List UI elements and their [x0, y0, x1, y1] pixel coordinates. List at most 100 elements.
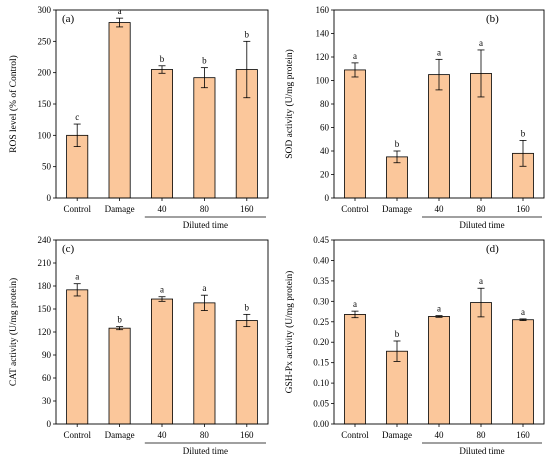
error-bar-Control — [351, 310, 359, 319]
y-tick-label: 30 — [42, 396, 52, 406]
bar-Control — [344, 314, 366, 425]
y-tick-label: 180 — [38, 281, 52, 291]
y-tick-label: 0.15 — [313, 358, 329, 368]
x-tick-label-160: 160 — [516, 430, 530, 440]
y-tick-label: 90 — [42, 350, 52, 360]
y-tick-label: 0.35 — [313, 276, 329, 286]
x-tick-label-40: 40 — [435, 204, 445, 214]
y-axis-label: ROS level (% of Control) — [8, 55, 19, 153]
chart-panel-3: a Control b Damage a 40 a 80 b 160 0 30 60 90 120 150 18… — [8, 235, 269, 456]
y-tick-label: 120 — [316, 52, 330, 62]
error-bar-80 — [200, 294, 208, 311]
significance-letter-160: a — [521, 307, 525, 317]
bar-40 — [428, 316, 450, 425]
significance-letter-40: a — [160, 285, 164, 295]
significance-letter-80: a — [202, 283, 206, 293]
bar-40 — [150, 298, 173, 425]
bar-Damage — [108, 327, 131, 425]
bar-Damage — [386, 350, 408, 425]
y-tick-label: 100 — [38, 130, 52, 140]
error-bar-160 — [243, 40, 251, 99]
significance-letter-80: a — [479, 276, 483, 286]
bar-40 — [428, 74, 450, 199]
error-bar-Control — [73, 283, 81, 297]
significance-letter-80: b — [202, 56, 207, 66]
y-tick-label: 160 — [316, 5, 330, 15]
y-tick-label: 240 — [38, 235, 52, 245]
bar-Control — [66, 289, 89, 425]
x-tick-label-80: 80 — [477, 430, 487, 440]
error-bar-Damage — [116, 326, 124, 331]
panel-label: (d) — [486, 243, 499, 255]
y-tick-label: 100 — [316, 76, 330, 86]
error-bar-160 — [243, 313, 251, 328]
error-bar-80 — [200, 67, 208, 89]
significance-letter-40: a — [437, 47, 441, 57]
error-bar-Control — [73, 123, 81, 148]
plot-frame — [333, 239, 545, 425]
group-label: Diluted time — [459, 220, 504, 230]
y-tick-label: 20 — [320, 170, 330, 180]
error-bar-80 — [477, 287, 485, 318]
y-axis-label: CAT activity (U/mg protein) — [8, 278, 19, 386]
significance-letter-40: a — [437, 304, 441, 314]
x-tick-label-Control: Control — [63, 430, 91, 440]
panel-label: (b) — [486, 13, 499, 25]
significance-letter-Control: a — [353, 51, 357, 61]
y-tick-label: 0 — [47, 419, 52, 429]
group-label: Diluted time — [183, 446, 228, 456]
y-tick-label: 80 — [320, 99, 330, 109]
y-tick-label: 210 — [38, 258, 52, 268]
x-tick-label-160: 160 — [240, 430, 254, 440]
y-tick-label: 0.00 — [313, 419, 329, 429]
group-label: Diluted time — [183, 220, 228, 230]
bar-80 — [470, 302, 492, 425]
significance-letter-Control: c — [75, 112, 79, 122]
panel-label: (a) — [62, 13, 75, 25]
bar-Control — [344, 69, 366, 199]
y-tick-label: 0.05 — [313, 399, 329, 409]
y-tick-label: 40 — [320, 146, 330, 156]
y-tick-label: 0.20 — [313, 337, 329, 347]
error-bar-40 — [435, 315, 443, 318]
error-bar-Damage — [393, 340, 401, 362]
chart-panel-2: a Control b Damage a 40 a 80 b 160 0 20 40 60 80 100 120… — [284, 5, 545, 230]
y-tick-label: 0 — [47, 193, 52, 203]
error-bar-40 — [435, 58, 443, 91]
error-bar-160 — [519, 318, 527, 321]
error-bar-Control — [351, 62, 359, 78]
x-tick-label-Control: Control — [63, 204, 91, 214]
error-bar-Damage — [393, 150, 401, 164]
bar-Damage — [108, 22, 131, 199]
bar-40 — [150, 69, 173, 199]
error-bar-80 — [477, 49, 485, 98]
x-tick-label-Control: Control — [341, 430, 369, 440]
error-bar-40 — [158, 296, 166, 302]
x-tick-label-Control: Control — [341, 204, 369, 214]
x-tick-label-80: 80 — [200, 204, 210, 214]
bar-160 — [235, 320, 258, 425]
error-bar-160 — [519, 140, 527, 167]
y-tick-label: 0 — [325, 193, 330, 203]
y-tick-label: 0.10 — [313, 378, 329, 388]
y-tick-label: 300 — [38, 5, 52, 15]
significance-letter-Damage: b — [117, 315, 122, 325]
significance-letter-Control: a — [75, 272, 79, 282]
significance-letter-Damage: a — [118, 6, 122, 16]
significance-letter-160: b — [245, 29, 250, 39]
y-tick-label: 60 — [320, 123, 330, 133]
significance-letter-40: b — [160, 54, 165, 64]
panel-label: (c) — [62, 243, 75, 255]
error-bar-Damage — [116, 17, 124, 28]
x-tick-label-40: 40 — [158, 204, 168, 214]
y-tick-label: 200 — [38, 68, 52, 78]
x-tick-label-Damage: Damage — [382, 430, 412, 440]
x-tick-label-160: 160 — [240, 204, 254, 214]
y-tick-label: 60 — [42, 373, 52, 383]
y-tick-label: 150 — [38, 304, 52, 314]
chart-panel-1: c Control a Damage b 40 b 80 b 160 0 50 100 150 200 250… — [8, 5, 269, 230]
y-axis-label: SOD activity (U/mg protein) — [284, 49, 295, 159]
significance-letter-Control: a — [353, 299, 357, 309]
significance-letter-160: b — [521, 128, 526, 138]
